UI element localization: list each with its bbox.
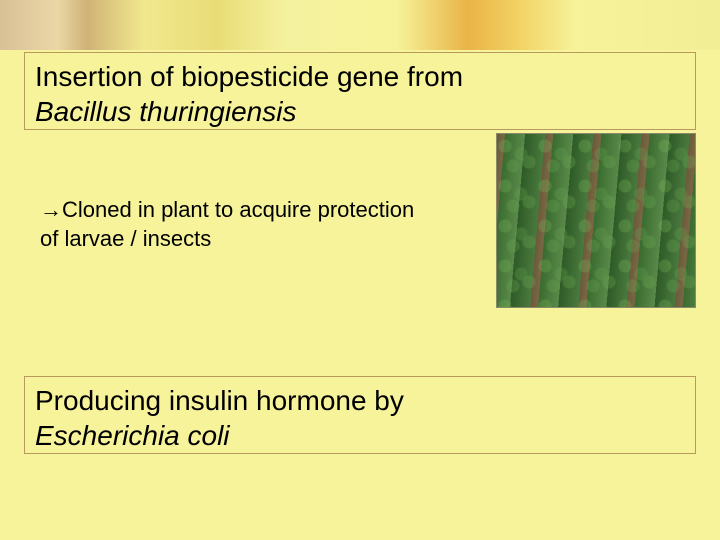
slide: Insertion of biopesticide gene from Baci… [0, 0, 720, 540]
crop-field-image [496, 133, 696, 308]
bullet-line2: of larvae / insects [40, 225, 440, 254]
top-floral-decoration [0, 0, 720, 50]
arrow-icon: → [40, 197, 62, 222]
title-box: Insertion of biopesticide gene from Baci… [24, 52, 696, 130]
bullet-line1: →Cloned in plant to acquire protection [40, 196, 440, 225]
title-line1: Insertion of biopesticide gene from [35, 59, 685, 94]
bullet-block: →Cloned in plant to acquire protection o… [40, 196, 440, 253]
bullet-text-1: Cloned in plant to acquire protection [62, 197, 414, 222]
second-line2-italic: Escherichia coli [35, 418, 685, 453]
title-line2-italic: Bacillus thuringiensis [35, 94, 685, 129]
second-line1: Producing insulin hormone by [35, 383, 685, 418]
second-title-box: Producing insulin hormone by Escherichia… [24, 376, 696, 454]
